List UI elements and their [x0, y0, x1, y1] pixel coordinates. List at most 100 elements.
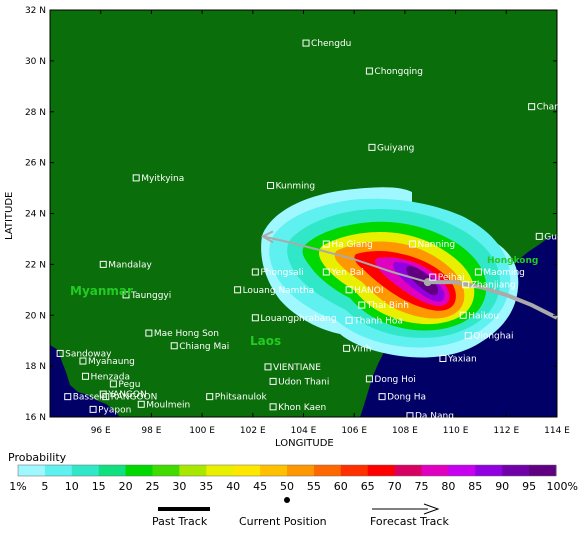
legend-swatch — [44, 465, 73, 476]
city-label: Taunggyi — [130, 291, 171, 301]
legend-swatch — [502, 465, 530, 476]
city-vinh: Vinh — [343, 344, 371, 354]
x-tick-label: 110 E — [443, 426, 469, 436]
city-label: Zhanjiang — [471, 281, 516, 291]
city-phitsanulok: Phitsanulok — [206, 393, 268, 403]
city-label: Nanning — [418, 240, 456, 250]
city-marker — [234, 286, 242, 294]
legend-swatch — [394, 465, 422, 476]
legend-tick-label: 90 — [495, 480, 509, 493]
legend-tick-label: 15 — [92, 480, 106, 493]
city-label: YANGON — [107, 390, 146, 400]
city-marker — [345, 286, 353, 294]
legend-tick-label: 85 — [468, 480, 482, 493]
legend-tick-label: 80 — [441, 480, 455, 493]
city-marker — [269, 377, 277, 385]
city-rangoon: RANGOON — [102, 393, 157, 403]
y-tick-label: 16 N — [25, 413, 46, 423]
city-label: Phitsanulok — [215, 393, 268, 403]
legend-tick-label: 75 — [415, 480, 429, 493]
legend-swatch — [179, 465, 207, 476]
city-qionghai: Qionghai — [464, 332, 514, 342]
city-khon-kaen: Khon Kaen — [269, 403, 326, 413]
current-position-marker — [423, 278, 432, 287]
past-track-line — [427, 280, 558, 320]
city-label: Chiang Mai — [179, 342, 229, 352]
x-tick-label: 98 E — [141, 426, 161, 436]
legend-tick-label: 30 — [172, 480, 186, 493]
legend-border — [17, 464, 557, 477]
forecast-track-line — [262, 235, 428, 284]
city-marker — [464, 332, 472, 340]
city-vientiane: VIENTIANE — [264, 363, 321, 373]
city-marker — [264, 363, 272, 371]
storm-tracks — [260, 230, 558, 320]
city-label: Dong Hoi — [374, 375, 416, 385]
city-kunming: Kunming — [267, 182, 315, 192]
city-dong-ha: Dong Ha — [378, 393, 426, 403]
city-marker — [109, 380, 117, 388]
x-tick-label: 114 E — [544, 426, 570, 436]
legend-colorbar — [17, 464, 557, 477]
city-ha-giang: Ha Giang — [322, 240, 373, 250]
legend-swatch — [206, 465, 234, 476]
city-label: Yaxian — [447, 354, 477, 364]
city-marker — [132, 174, 140, 182]
city-label: Guangzhou — [544, 232, 580, 242]
city-label: Da Nang — [415, 412, 454, 422]
city-label: Qionghai — [473, 332, 513, 342]
legend-swatch — [448, 465, 476, 476]
city-label: Myanaung — [88, 357, 135, 367]
city-label: HANOI — [354, 286, 383, 296]
city-marker — [122, 291, 130, 299]
city-label: Sandoway — [65, 349, 112, 359]
legend-tick-label: 55 — [307, 480, 321, 493]
country-label-laos: Laos — [250, 334, 281, 348]
ocean-bay-of-bengal — [50, 345, 120, 417]
legend-swatch — [313, 465, 342, 476]
country-label-hongkong: Hongkong — [487, 256, 538, 266]
city-marker — [269, 403, 277, 411]
city-thanh-hoa: Thanh Hoa — [345, 316, 403, 326]
legend-swatch — [152, 465, 180, 476]
legend-swatch — [260, 465, 288, 476]
city-label: Bassein — [73, 393, 108, 403]
city-label: Haikou — [468, 311, 499, 321]
city-label: Mae Hong Son — [154, 329, 219, 339]
city-marker — [535, 232, 543, 240]
city-marker — [528, 103, 536, 111]
city-label: Peihai — [438, 273, 465, 283]
city-label: Chengdu — [311, 39, 351, 49]
city-louang-namtha: Louang Namtha — [234, 286, 314, 296]
x-tick-label: 108 E — [392, 426, 418, 436]
y-tick-label: 20 N — [25, 311, 46, 321]
y-tick-label: 30 N — [25, 57, 46, 67]
city-marker — [81, 372, 89, 380]
city-marker — [439, 354, 447, 362]
current-position-key-dot — [284, 497, 290, 503]
city-marker — [267, 182, 275, 190]
y-tick-label: 18 N — [25, 362, 46, 372]
city-marker — [358, 301, 366, 309]
x-axis-title: LONGITUDE — [275, 438, 334, 449]
city-label: Changsha — [537, 103, 580, 113]
city-label: Guiyang — [377, 143, 414, 153]
city-label: Pegu — [118, 380, 140, 390]
legend-swatch — [287, 465, 315, 476]
city-marker — [459, 311, 467, 319]
city-mandalay: Mandalay — [99, 260, 152, 270]
city-label: Phongsali — [260, 268, 303, 278]
city-marker — [64, 393, 72, 401]
city-marker — [368, 143, 376, 151]
y-tick-label: 32 N — [25, 6, 46, 16]
city-pegu: Pegu — [109, 380, 140, 390]
city-henzada: Henzada — [81, 372, 130, 382]
city-marker — [462, 281, 470, 289]
legend-tick-label: 45 — [253, 480, 267, 493]
city-marker — [378, 393, 386, 401]
city-marker — [56, 349, 64, 357]
city-label: Moulmein — [146, 400, 190, 410]
city-bassein: Bassein — [64, 393, 108, 403]
